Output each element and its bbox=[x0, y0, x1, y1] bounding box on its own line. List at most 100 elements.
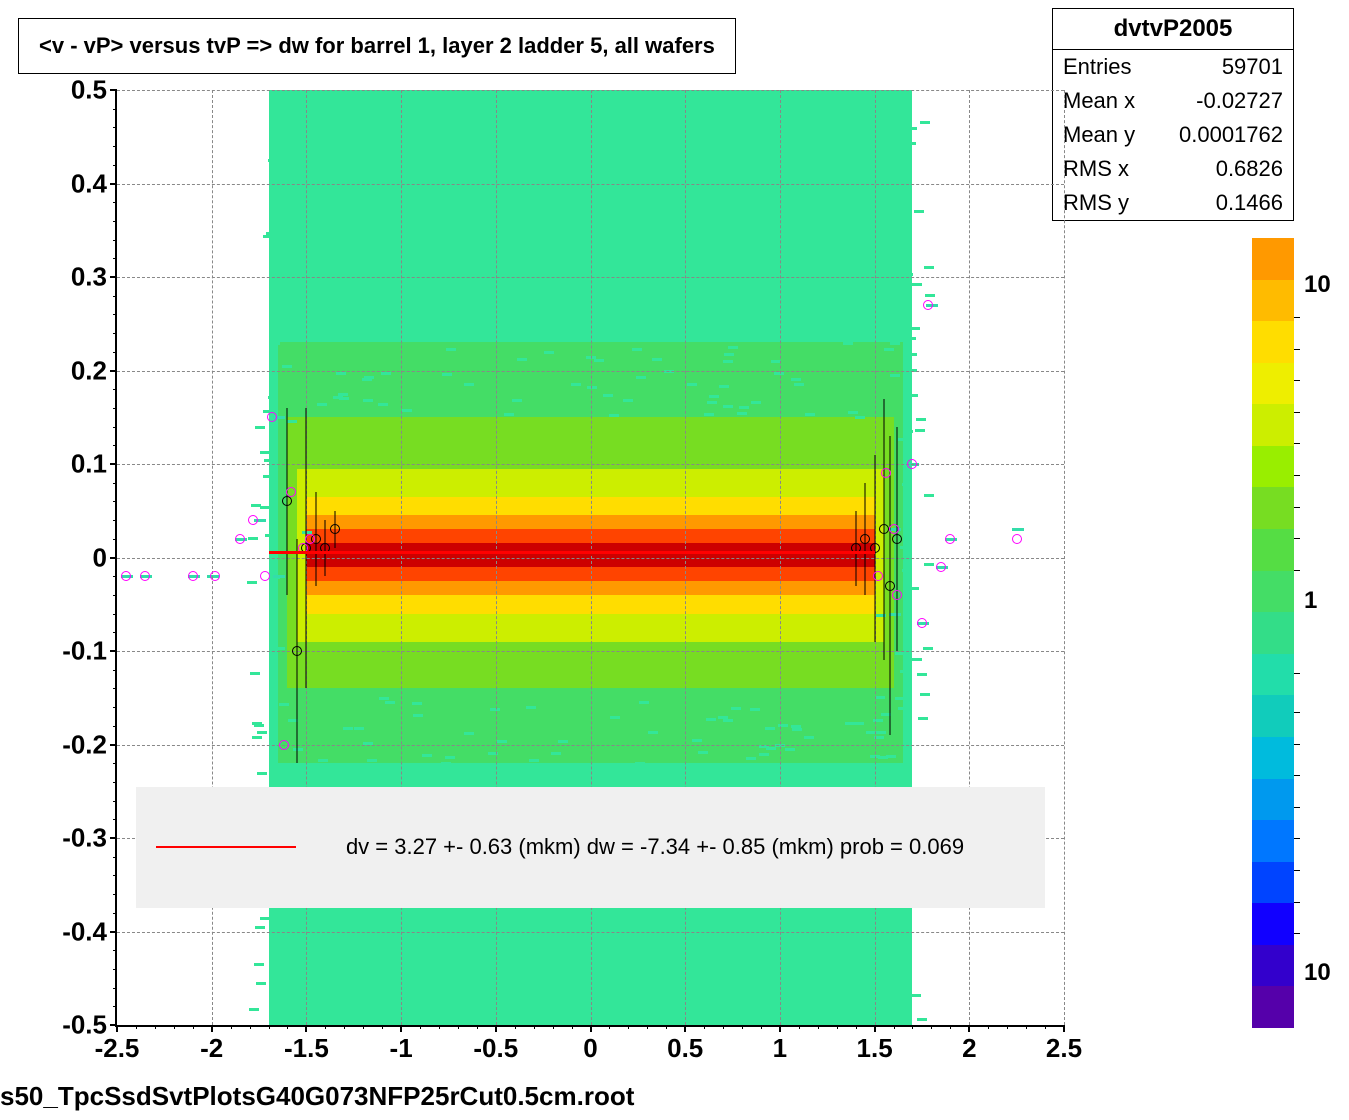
ytick bbox=[110, 276, 117, 278]
noise-dash bbox=[399, 259, 409, 262]
noise-dash bbox=[701, 946, 711, 949]
ytick bbox=[110, 650, 117, 652]
noise-dash bbox=[724, 353, 734, 356]
noise-dash bbox=[707, 250, 717, 253]
noise-dash bbox=[853, 91, 863, 94]
xtick-minor bbox=[988, 1025, 989, 1029]
noise-dash bbox=[257, 731, 267, 734]
noise-dash bbox=[525, 169, 535, 172]
ytick-minor bbox=[113, 1006, 117, 1007]
noise-dash bbox=[707, 401, 717, 404]
noise-dash bbox=[644, 196, 654, 199]
noise-dash bbox=[406, 272, 416, 275]
noise-dash bbox=[562, 952, 572, 955]
noise-dash bbox=[711, 312, 721, 315]
xtick-label: 1 bbox=[773, 1033, 787, 1064]
xtick-minor bbox=[609, 1025, 610, 1029]
xtick bbox=[590, 1025, 592, 1032]
noise-dash bbox=[388, 118, 398, 121]
noise-dash bbox=[553, 326, 563, 329]
ytick-minor bbox=[113, 857, 117, 858]
noise-dash bbox=[539, 335, 549, 338]
noise-dash bbox=[495, 910, 505, 913]
xtick bbox=[400, 1025, 402, 1032]
noise-dash bbox=[643, 777, 653, 780]
noise-dash bbox=[398, 999, 408, 1002]
noise-dash bbox=[912, 283, 922, 286]
noise-dash bbox=[702, 156, 712, 159]
noise-dash bbox=[766, 156, 776, 159]
marker-black bbox=[885, 581, 895, 591]
grid-h bbox=[117, 558, 1064, 559]
ytick-label: 0.1 bbox=[71, 449, 107, 480]
xtick-minor bbox=[439, 1025, 440, 1029]
noise-dash bbox=[848, 411, 858, 414]
noise-dash bbox=[466, 222, 476, 225]
noise-dash bbox=[718, 231, 728, 234]
noise-dash bbox=[906, 142, 916, 145]
colorbar-tick bbox=[1294, 744, 1300, 745]
noise-dash bbox=[648, 176, 658, 179]
noise-dash bbox=[920, 693, 930, 696]
noise-dash bbox=[868, 237, 878, 240]
noise-dash bbox=[363, 184, 373, 187]
noise-dash bbox=[691, 952, 701, 955]
stats-value: -0.02727 bbox=[1196, 88, 1283, 114]
noise-dash bbox=[254, 724, 264, 727]
noise-dash bbox=[257, 772, 267, 775]
noise-dash bbox=[642, 113, 652, 116]
colorbar-segment bbox=[1252, 862, 1294, 904]
noise-dash bbox=[455, 1019, 465, 1022]
noise-dash bbox=[539, 1003, 549, 1006]
noise-dash bbox=[251, 504, 261, 507]
ytick-minor bbox=[113, 969, 117, 970]
noise-dash bbox=[454, 258, 464, 261]
noise-dash bbox=[872, 210, 882, 213]
noise-dash bbox=[648, 731, 658, 734]
noise-dash bbox=[248, 537, 258, 540]
noise-dash bbox=[906, 337, 916, 340]
marker-magenta bbox=[267, 412, 277, 422]
marker-magenta bbox=[945, 534, 955, 544]
noise-dash bbox=[528, 219, 538, 222]
noise-dash bbox=[611, 994, 621, 997]
xtick-minor bbox=[628, 1025, 629, 1029]
noise-dash bbox=[403, 300, 413, 303]
colorbar-segment bbox=[1252, 654, 1294, 696]
noise-dash bbox=[252, 736, 262, 739]
noise-dash bbox=[410, 244, 420, 247]
noise-dash bbox=[388, 140, 398, 143]
noise-dash bbox=[797, 213, 807, 216]
noise-dash bbox=[800, 297, 810, 300]
noise-dash bbox=[468, 1020, 478, 1023]
ytick-minor bbox=[113, 408, 117, 409]
noise-dash bbox=[699, 226, 709, 229]
colorbar-tick bbox=[1294, 475, 1300, 476]
noise-dash bbox=[371, 954, 381, 957]
noise-dash bbox=[438, 283, 448, 286]
noise-dash bbox=[250, 672, 260, 675]
noise-dash bbox=[300, 911, 310, 914]
noise-dash bbox=[924, 563, 934, 566]
legend-line bbox=[156, 846, 296, 848]
noise-dash bbox=[330, 315, 340, 318]
noise-dash bbox=[466, 982, 476, 985]
noise-dash bbox=[514, 924, 524, 927]
noise-dash bbox=[750, 708, 760, 711]
noise-dash bbox=[776, 304, 786, 307]
noise-dash bbox=[379, 697, 389, 700]
noise-dash bbox=[329, 909, 339, 912]
noise-dash bbox=[903, 430, 913, 433]
xtick-minor bbox=[193, 1025, 194, 1029]
colorbar-label: 10 bbox=[1304, 271, 1331, 299]
stats-meanx: Mean x -0.02727 bbox=[1053, 84, 1293, 118]
colorbar-segment bbox=[1252, 321, 1294, 363]
noise-dash bbox=[365, 910, 375, 913]
noise-dash bbox=[875, 696, 885, 699]
colorbar-tick bbox=[1294, 673, 1300, 674]
noise-dash bbox=[784, 328, 794, 331]
noise-dash bbox=[249, 1008, 259, 1011]
noise-dash bbox=[544, 351, 554, 354]
noise-dash bbox=[373, 994, 383, 997]
noise-dash bbox=[731, 707, 741, 710]
